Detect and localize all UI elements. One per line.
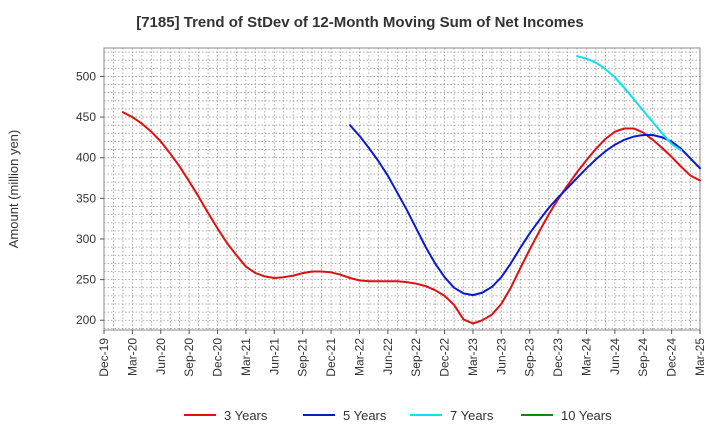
x-tick-label: Sep-20 [182,338,196,377]
x-tick-label: Jun-22 [381,338,395,375]
y-tick-layer: 200 250 300 350 400 450 500 [76,69,104,327]
x-tick-label: Dec-23 [551,338,565,377]
x-tick-label: Sep-23 [523,338,537,377]
x-tick-label: Dec-22 [438,338,452,377]
x-tick-label: Jun-24 [608,338,622,375]
x-tick-label: Sep-22 [409,338,423,377]
x-tick-layer: Dec-19 Mar-20 Jun-20 Sep-20 Dec-20 Mar-21 Jun-… [97,330,707,377]
x-tick-label: Sep-21 [296,338,310,377]
x-tick-label: Sep-24 [636,338,650,377]
y-tick-label: 450 [76,110,96,124]
legend-label-3: 7 Years [450,408,494,423]
y-tick-label: 200 [76,313,96,327]
x-tick-label: Dec-20 [211,338,225,377]
y-tick-label: 350 [76,191,96,205]
y-tick-label: 300 [76,232,96,246]
legend-label-1: 3 Years [224,408,268,423]
y-axis-title: Amount (million yen) [6,130,21,249]
x-tick-label: Jun-23 [494,338,508,375]
series-line-1 [121,111,701,325]
y-tick-label: 500 [76,69,96,83]
x-tick-label: Mar-21 [239,338,253,376]
x-tick-label: Mar-25 [693,338,707,376]
x-tick-label: Dec-19 [97,338,111,377]
x-tick-label: Dec-24 [665,338,679,377]
x-tick-label: Mar-23 [466,338,480,376]
x-tick-label: Mar-20 [125,338,139,376]
legend-label-2: 5 Years [343,408,387,423]
y-tick-label: 250 [76,273,96,287]
x-tick-label: Dec-21 [324,338,338,377]
grid-layer [104,48,700,330]
y-tick-label: 400 [76,151,96,165]
series-layer [121,55,701,325]
legend-label-4: 10 Years [561,408,612,423]
series-line-3 [576,55,683,152]
series-line-2 [349,124,701,297]
plot-frame [103,47,701,331]
x-tick-label: Jun-21 [267,338,281,375]
x-tick-label: Mar-24 [579,338,593,376]
legend: 3 Years 5 Years 7 Years 10 Years [184,408,612,423]
x-tick-label: Jun-20 [154,338,168,375]
x-tick-label: Mar-22 [352,338,366,376]
chart-title: [7185] Trend of StDev of 12-Month Moving… [136,14,584,31]
